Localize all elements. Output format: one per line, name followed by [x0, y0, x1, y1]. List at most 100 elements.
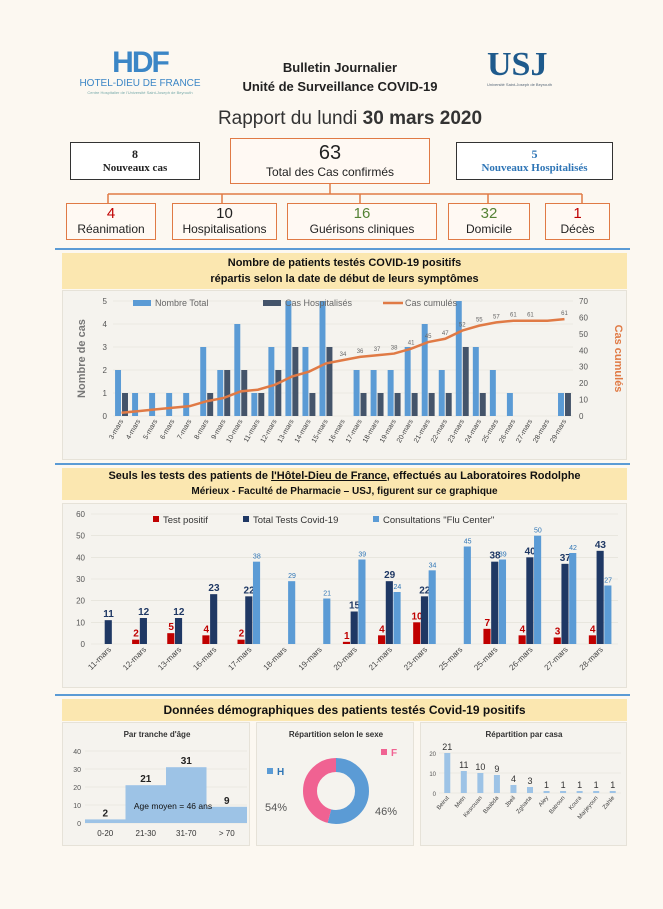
bar-total	[200, 347, 207, 416]
data-label: 12	[138, 607, 150, 618]
bar-1	[420, 596, 429, 644]
bar-total	[558, 393, 564, 416]
bar-hospitalises	[479, 393, 486, 416]
cumulative-label: 38	[391, 346, 398, 352]
x-tick-label: 9-mars	[211, 418, 228, 441]
casa-chart-svg: Répartition par casa0102021Beirut11Metn1…	[429, 730, 621, 821]
data-label: 40	[525, 546, 537, 557]
casa-value: 3	[527, 776, 532, 786]
guerisons-label: Guérisons cliniques	[309, 222, 415, 236]
x-tick-label: 11-mars	[86, 645, 113, 672]
bar-hospitalises	[292, 347, 299, 416]
legend-label: Consultations "Flu Center"	[383, 515, 494, 526]
x-tick-label: 25-mars	[472, 645, 499, 672]
casa-bar	[543, 791, 550, 793]
y-tick-label: 2	[103, 366, 108, 375]
data-label: 43	[595, 540, 607, 551]
y2-tick-label: 40	[579, 346, 588, 355]
new-cases-value: 8	[132, 147, 138, 161]
legend-swatch-h	[267, 768, 273, 774]
y-tick-label: 0	[433, 792, 437, 798]
data-label: 39	[358, 552, 366, 559]
y-tick-label: 10	[429, 772, 436, 778]
x-tick-label: 23-mars	[402, 645, 429, 672]
legend-h: H	[277, 767, 284, 778]
casa-value: 9	[494, 764, 499, 774]
section1-title: Nombre de patients testés COVID-19 posit…	[62, 253, 627, 289]
bar-total	[370, 370, 377, 416]
y2-tick-label: 50	[579, 330, 588, 339]
data-label: 45	[464, 539, 472, 546]
casa-category: Zahle	[602, 795, 617, 811]
pct-f: 46%	[375, 806, 397, 818]
new-cases-label: Nouveaux cas	[102, 162, 168, 174]
section3-title: Données démographiques des patients test…	[62, 699, 627, 721]
bar-hospitalises	[411, 393, 418, 416]
data-label: 24	[393, 584, 401, 591]
legend-f: F	[391, 748, 397, 759]
chart2-svg: 01020304050601111-mars21212-mars51213-ma…	[76, 510, 618, 672]
bar-2	[604, 585, 612, 644]
legend-swatch	[263, 300, 281, 306]
hospitalisations-box: 10 Hospitalisations	[172, 203, 277, 240]
section2-title: Seuls les tests des patients de l'Hôtel-…	[62, 468, 627, 500]
hdf-logo-name: HOTEL-DIEU DE FRANCE	[79, 78, 201, 89]
casa-value: 10	[475, 762, 485, 772]
line-cumulative	[121, 317, 565, 414]
casa-value: 4	[511, 774, 516, 784]
bar-hospitalises	[275, 370, 282, 416]
cumulative-label: 36	[357, 349, 364, 355]
x-tick-label: 6-mars	[159, 418, 176, 441]
total-cases-box: 63 Total des Cas confirmés	[230, 138, 430, 184]
data-label: 5	[168, 622, 174, 633]
bar-2	[534, 535, 542, 644]
cumulative-label: 61	[527, 313, 534, 319]
data-label: 22	[244, 585, 256, 596]
bar-total	[149, 393, 156, 416]
x-tick-label: 12-mars	[121, 645, 148, 672]
bar-2	[252, 561, 261, 644]
casa-value: 1	[561, 780, 566, 790]
bar-total	[268, 347, 275, 416]
bar-total	[132, 393, 139, 416]
legend-label: Nombre Total	[155, 298, 208, 308]
casa-panel: Répartition par casa 0 10 20 21 Beirut 11 Metn 1…	[420, 722, 627, 846]
bar-total	[251, 393, 258, 416]
y-tick-label: 50	[76, 532, 85, 541]
usj-logo-sub: Université Saint-Joseph de Beyrouth	[487, 82, 552, 87]
guerisons-box: 16 Guérisons cliniques	[287, 203, 437, 240]
bulletin-title: Bulletin Journalier Unité de Surveillanc…	[220, 58, 460, 96]
age-category: 31-70	[176, 829, 197, 838]
bar-hospitalises	[428, 393, 435, 416]
data-label: 2	[239, 629, 245, 640]
bar-0	[518, 635, 526, 644]
legend-label: Cas Hospitalisés	[285, 298, 353, 308]
y2-tick-label: 60	[579, 313, 588, 322]
casa-category: Beirut	[436, 795, 451, 811]
domicile-label: Domicile	[465, 222, 512, 236]
sex-panel: Répartition selon le sexe H F 54% 46%	[256, 722, 414, 846]
section2-title-post: , effectués au Laboratoires Rodolphe	[386, 470, 581, 482]
data-label: 23	[208, 583, 220, 594]
casa-bar	[444, 753, 451, 793]
x-tick-label: 7-mars	[176, 418, 193, 441]
casa-chart-title: Répartition par casa	[486, 730, 563, 739]
age-panel: Par tranche d'âge 0 10 20 30 40 2 0-20 21 21-30 31…	[62, 722, 250, 846]
legend-label: Cas cumulés	[405, 298, 458, 308]
casa-category: Batroun	[549, 795, 567, 815]
bar-total	[115, 370, 122, 416]
bar-hospitalises	[462, 347, 469, 416]
bar-0	[483, 628, 491, 644]
age-chart-svg: Par tranche d'âge 0 10 20 30 40 2 0-20 21 21-30 31…	[73, 730, 247, 838]
divider-1	[55, 248, 630, 250]
bar-hospitalises	[309, 393, 316, 416]
new-hosp-box: 5 Nouveaux Hospitalisés	[456, 142, 613, 180]
cumulative-label: 52	[459, 323, 466, 329]
bar-hospitalises	[564, 393, 571, 416]
x-tick-label: 16-mars	[191, 645, 218, 672]
reanimation-box: 4 Réanimation	[66, 203, 156, 240]
bar-0	[553, 637, 561, 644]
data-label: 42	[569, 545, 577, 552]
casa-bar	[609, 791, 616, 793]
